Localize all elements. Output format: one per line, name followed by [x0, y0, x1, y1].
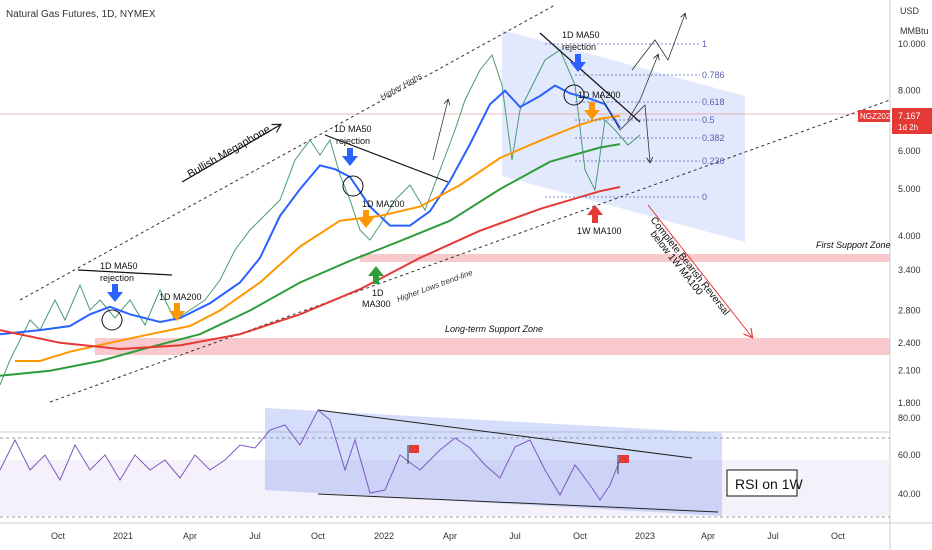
chart-title: Natural Gas Futures, 1D, NYMEX: [6, 9, 156, 20]
x-tick-3: Jul: [249, 531, 261, 541]
ma100w-arrow: [587, 205, 603, 223]
y-tick-4: 4.000: [898, 231, 921, 241]
x-tick-8: Oct: [573, 531, 588, 541]
fib-0236: 0.236: [702, 156, 725, 166]
rejection-line-2: [324, 134, 449, 183]
rsi-flag-1: [407, 445, 419, 464]
ma300-arrow: [368, 266, 384, 284]
higher-lows-line: [49, 99, 891, 403]
x-tick-5: 2022: [374, 531, 394, 541]
rejection-line-3: [539, 32, 641, 123]
y-tick-8: 2.100: [898, 366, 921, 376]
y-tick-3: 5.000: [898, 184, 921, 194]
ma50-arrow-2: [342, 148, 358, 166]
price-tag-countdown: 1d 2h: [898, 123, 918, 132]
ma200-label-2: 1D MA200: [362, 199, 405, 209]
x-tick-12: Oct: [831, 531, 846, 541]
price-tag-value: 7.167: [898, 111, 921, 121]
ma200-arrow-1: [169, 303, 185, 321]
circle-2: [342, 175, 364, 197]
rej3-label-b: rejection: [562, 42, 596, 52]
rsi-tick-1: 60.00: [898, 450, 921, 460]
fib-0: 0: [702, 192, 707, 202]
symbol-tag-text: NGZ2022: [860, 112, 895, 121]
ma200-label-1: 1D MA200: [159, 292, 202, 302]
rsi-line: [0, 409, 621, 501]
x-tick-9: 2023: [635, 531, 655, 541]
x-tick-10: Apr: [701, 531, 715, 541]
ma300-label-a: 1D: [372, 288, 384, 298]
ma50-arrow-3: [570, 54, 586, 72]
y-tick-9: 1.800: [898, 398, 921, 408]
long-support-label: Long-term Support Zone: [445, 324, 543, 334]
projection-path-up: [631, 14, 685, 71]
axis-unit-mmbtu: MMBtu: [900, 26, 929, 36]
ma300-line: [0, 143, 621, 377]
rej1-label-a: 1D MA50: [100, 261, 138, 271]
x-tick-1: 2021: [113, 531, 133, 541]
rsi-tick-0: 80.00: [898, 413, 921, 423]
megaphone-arrow: [181, 125, 280, 183]
y-tick-2: 6.000: [898, 146, 921, 156]
reversal-arrow: [647, 204, 752, 337]
rej3-label-a: 1D MA50: [562, 30, 600, 40]
x-tick-4: Oct: [311, 531, 326, 541]
x-tick-7: Jul: [509, 531, 521, 541]
ma100w-line: [0, 186, 621, 351]
y-tick-6: 2.800: [898, 306, 921, 316]
rsi-flag-2: [617, 455, 629, 474]
x-tick-0: Oct: [51, 531, 66, 541]
x-tick-6: Apr: [443, 531, 457, 541]
rsi-box-label: RSI on 1W: [735, 476, 803, 492]
circle-1: [101, 309, 123, 331]
rsi-tick-2: 40.00: [898, 489, 921, 499]
price-series: [0, 49, 641, 386]
first-support-zone: [360, 254, 890, 262]
projection-path-mid: [627, 55, 658, 121]
projection-path-down: [599, 94, 650, 162]
ma200-label-3: 1D MA200: [578, 90, 621, 100]
fib-0786: 0.786: [702, 70, 725, 80]
price-pane: [0, 0, 890, 430]
rsi-upper-trend: [317, 409, 693, 459]
fib-05: 0.5: [702, 115, 715, 125]
rej1-label-b: rejection: [100, 273, 134, 283]
y-tick-1: 8.000: [898, 86, 921, 96]
descending-channel: [502, 30, 745, 242]
x-tick-2: Apr: [183, 531, 197, 541]
ma50-arrow-1: [107, 284, 123, 302]
ma200-line: [15, 114, 621, 362]
rej2-label-b: rejection: [336, 136, 370, 146]
y-tick-0: 10.000: [898, 39, 926, 49]
first-support-label: First Support Zone: [816, 240, 891, 250]
fib-0618: 0.618: [702, 97, 725, 107]
fib-0382: 0.382: [702, 133, 725, 143]
long-term-support-zone: [95, 338, 890, 355]
rejection-line-1: [77, 269, 173, 276]
axis-unit-usd: USD: [900, 6, 920, 16]
price-tag: [892, 108, 932, 134]
ma200-arrow-3: [584, 102, 600, 120]
y-tick-5: 3.400: [898, 265, 921, 275]
fib-1: 1: [702, 39, 707, 49]
impulse-arrow: [432, 100, 448, 161]
rej2-label-a: 1D MA50: [334, 124, 372, 134]
ma300-label-b: MA300: [362, 299, 391, 309]
ma200-arrow-2: [358, 210, 374, 228]
circle-3: [563, 84, 585, 106]
ma100w-label: 1W MA100: [577, 226, 622, 236]
x-tick-11: Jul: [767, 531, 779, 541]
rsi-lower-trend: [317, 493, 719, 513]
symbol-tag: [858, 110, 890, 122]
y-tick-7: 2.400: [898, 338, 921, 348]
rsi-box: [726, 469, 798, 497]
